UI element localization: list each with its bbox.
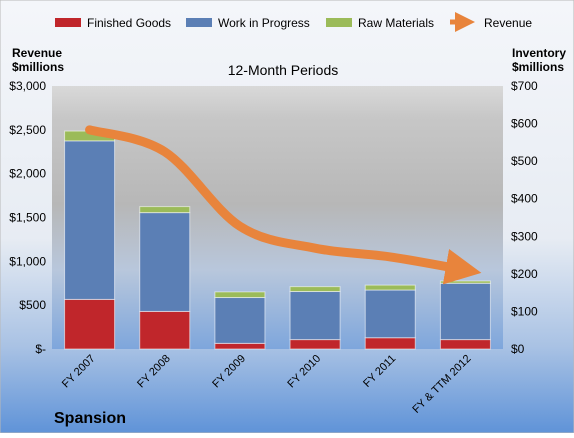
legend-swatch-finished-goods <box>55 18 81 27</box>
bar-segment-finished-goods <box>214 342 266 350</box>
bar-segment-raw-materials <box>214 291 266 299</box>
left-tick-label: $- <box>35 342 46 356</box>
company-name: Spansion <box>54 410 126 427</box>
right-tick-label: $300 <box>511 229 538 243</box>
left-tick-label: $500 <box>19 298 46 312</box>
right-tick-label: $400 <box>511 192 538 206</box>
left-axis-ticks: $- $500 $1,000 $1,500 $2,000 $2,500 $3,000 <box>9 79 46 356</box>
right-tick-label: $600 <box>511 117 538 131</box>
bar-segment-raw-materials <box>439 280 491 284</box>
revenue-line-path <box>85 125 482 285</box>
bar-segment-raw-materials <box>364 284 416 291</box>
legend-swatch-raw-materials <box>326 18 352 27</box>
bar-segment-raw-materials <box>289 286 341 293</box>
legend: Finished Goods Work in Progress Raw Mate… <box>55 12 532 32</box>
legend-label-raw-materials: Raw Materials <box>358 16 434 30</box>
left-tick-label: $3,000 <box>9 79 46 93</box>
bar-segment-finished-goods <box>364 337 416 350</box>
right-tick-label: $0 <box>511 342 525 356</box>
left-tick-label: $1,000 <box>9 254 46 268</box>
bar-segment-work-in-progress <box>364 289 416 339</box>
right-axis-label-line2: $millions <box>512 60 564 74</box>
bar-segment-work-in-progress <box>289 291 341 341</box>
bar-segment-finished-goods <box>289 339 341 350</box>
legend-label-revenue: Revenue <box>484 16 532 30</box>
bar-segment-finished-goods <box>64 298 116 350</box>
bar-segment-finished-goods <box>439 339 491 350</box>
legend-swatch-work-in-progress <box>186 18 212 27</box>
plot-area <box>52 86 503 349</box>
right-tick-label: $200 <box>511 267 538 281</box>
bar-segment-raw-materials <box>139 206 191 214</box>
bar-segment-work-in-progress <box>64 140 116 300</box>
right-axis-label-line1: Inventory <box>512 46 566 60</box>
revenue-line <box>85 125 482 285</box>
left-tick-label: $2,500 <box>9 123 46 137</box>
left-tick-label: $2,000 <box>9 167 46 181</box>
bar-segment-work-in-progress <box>439 282 491 341</box>
left-axis-label-line2: $millions <box>12 60 64 74</box>
bar-segment-finished-goods <box>139 310 191 350</box>
right-tick-label: $700 <box>511 79 538 93</box>
right-axis-ticks: $0 $100 $200 $300 $400 $500 $600 $700 <box>511 79 538 356</box>
left-axis-label-line1: Revenue <box>12 46 62 60</box>
right-tick-label: $500 <box>511 154 538 168</box>
legend-label-work-in-progress: Work in Progress <box>218 16 310 30</box>
left-tick-label: $1,500 <box>9 211 46 225</box>
chart-title: 12-Month Periods <box>228 62 339 78</box>
legend-label-finished-goods: Finished Goods <box>87 16 171 30</box>
bar-segment-work-in-progress <box>139 212 191 312</box>
inventory-bars <box>64 130 491 350</box>
right-tick-label: $100 <box>511 304 538 318</box>
bar-segment-work-in-progress <box>214 297 266 344</box>
